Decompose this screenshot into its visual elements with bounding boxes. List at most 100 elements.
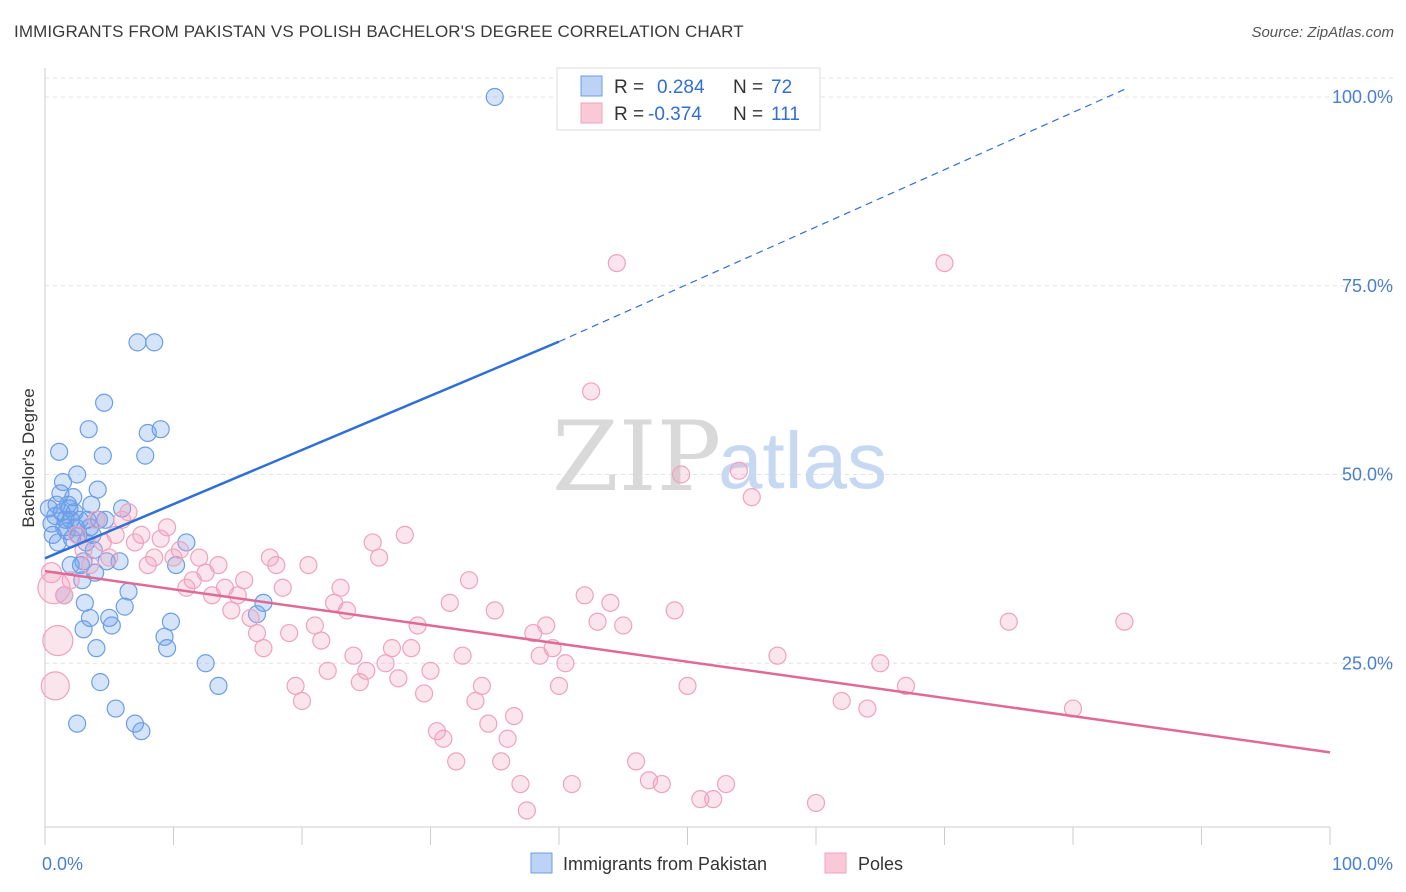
pakistan-point-31 <box>82 495 101 514</box>
poles-point-90 <box>626 752 646 771</box>
poles-point-34 <box>247 623 267 643</box>
pakistan-point-71 <box>485 87 504 107</box>
pakistan-point-29 <box>79 420 98 439</box>
pakistan-point-59 <box>161 612 181 631</box>
poles-point-64 <box>440 593 459 612</box>
poles-point-87 <box>601 593 620 612</box>
legend-n-value-2: 111 <box>771 104 800 125</box>
poles-point-25 <box>190 548 209 567</box>
poles-point-83 <box>562 774 581 794</box>
poles-point-48 <box>337 601 357 620</box>
poles-point-75 <box>511 774 530 794</box>
pakistan-point-56 <box>151 420 170 439</box>
axes <box>44 68 1331 845</box>
poles-point-3 <box>42 624 74 657</box>
poles-point-11 <box>100 548 119 567</box>
poles-point-66 <box>453 646 472 665</box>
series-swatch-poles <box>824 852 847 874</box>
poles-point-41 <box>292 691 312 711</box>
pakistan-point-51 <box>128 333 147 352</box>
chart-source: Source: ZipAtlas.com <box>1251 24 1394 41</box>
series-swatch-pakistan <box>530 852 553 874</box>
poles-point-51 <box>357 661 376 680</box>
poles-point-63 <box>434 729 453 748</box>
x-tick-labels: 0.0% 100.0% <box>42 854 1393 874</box>
poles-point-94 <box>671 465 691 484</box>
poles-point-58 <box>402 639 421 658</box>
poles-point-106 <box>896 676 916 696</box>
pakistan-point-55 <box>145 333 164 352</box>
pakistan-point-45 <box>106 699 125 718</box>
watermark-atlas: atlas <box>718 416 887 505</box>
poles-point-44 <box>312 631 331 650</box>
poles-point-86 <box>588 612 607 631</box>
poles-point-89 <box>614 616 633 635</box>
poles-point-84 <box>575 586 594 605</box>
poles-point-35 <box>254 639 273 658</box>
poles-point-65 <box>447 752 466 771</box>
y-tick-label-75: 75.0% <box>1342 276 1393 296</box>
watermark-zip: ZIP <box>552 401 721 513</box>
poles-point-22 <box>170 540 190 560</box>
pakistan-point-38 <box>91 673 110 692</box>
poles-point-100 <box>742 488 761 507</box>
poles-point-49 <box>344 646 363 665</box>
pakistan-point-46 <box>110 552 129 571</box>
poles-point-18 <box>145 548 164 567</box>
x-tick-label-min: 0.0% <box>42 854 83 874</box>
series-label-pakistan: Immigrants from Pakistan <box>563 854 767 874</box>
pakistan-point-44 <box>102 616 121 635</box>
pakistan-point-53 <box>136 446 155 465</box>
poles-point-71 <box>485 601 504 620</box>
legend-r-label-1: R = <box>614 77 644 98</box>
poles-point-8 <box>80 555 100 575</box>
poles-point-9 <box>87 510 106 529</box>
poles-point-74 <box>504 706 524 726</box>
poles-point-99 <box>729 461 749 480</box>
poles-point-55 <box>382 639 402 658</box>
poles-point-68 <box>466 691 485 711</box>
pakistan-point-9 <box>53 472 73 492</box>
pakistan-point-6 <box>50 442 69 461</box>
poles-point-37 <box>267 555 286 575</box>
poles-point-76 <box>517 801 536 820</box>
poles-point-36 <box>260 548 279 567</box>
pakistan-point-62 <box>196 654 215 673</box>
poles-point-103 <box>832 691 851 711</box>
pakistan-point-39 <box>93 446 112 465</box>
pakistan-point-48 <box>115 597 134 616</box>
y-tick-labels: 25.0% 50.0% 75.0% 100.0% <box>1332 87 1393 673</box>
poles-point-61 <box>421 661 440 680</box>
pakistan-point-57 <box>155 627 174 646</box>
poles-point-31 <box>228 586 247 605</box>
legend-n-label-1: N = <box>733 77 763 98</box>
pakistan-point-67 <box>61 555 80 575</box>
poles-point-53 <box>370 548 389 567</box>
poles-point-57 <box>395 525 414 545</box>
correlation-legend: R = 0.284 N = 72 R = -0.374 N = 111 <box>556 67 821 131</box>
poles-point-19 <box>151 529 170 548</box>
poles-point-33 <box>241 608 260 628</box>
legend-r-label-2: R = <box>614 104 644 125</box>
poles-point-14 <box>119 503 138 522</box>
poles-point-107 <box>935 254 954 273</box>
poles-point-67 <box>459 571 479 590</box>
pakistan-point-52 <box>132 722 151 741</box>
poles-point-104 <box>858 699 877 718</box>
series-legend: Immigrants from Pakistan Poles <box>530 852 903 874</box>
poles-point-88 <box>607 254 626 273</box>
poles-point-92 <box>652 774 671 794</box>
poles-point-17 <box>138 555 157 575</box>
poles-point-97 <box>704 790 723 809</box>
poles-point-98 <box>716 774 736 794</box>
poles-point-39 <box>280 623 299 643</box>
poles-point-102 <box>806 793 826 813</box>
pakistan-point-50 <box>125 714 145 733</box>
pakistan-point-70 <box>68 714 87 733</box>
poles-point-70 <box>479 714 498 733</box>
poles-point-79 <box>537 616 556 635</box>
pakistan-trend-line <box>44 340 560 560</box>
y-tick-label-100: 100.0% <box>1332 87 1393 107</box>
y-tick-label-25: 25.0% <box>1342 653 1393 673</box>
